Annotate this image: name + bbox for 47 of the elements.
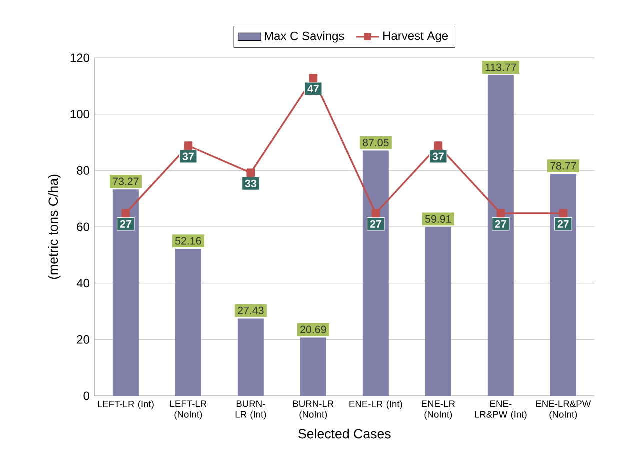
point: [309, 74, 318, 82]
y-tick-label: 0: [84, 392, 90, 400]
x-tick-label: ENE-LR (Int): [350, 400, 402, 410]
point: [122, 209, 130, 218]
x-tick-label: ENE-LR&PW (Int): [475, 400, 527, 420]
bar: [488, 76, 514, 396]
x-tick-label: ENE-LR (NoInt): [422, 400, 456, 420]
x-tick-label: LEFT-LR (Int): [98, 400, 154, 410]
data-label: 37: [432, 152, 444, 160]
x-tick-label: LEFT-LR (NoInt): [170, 400, 207, 420]
data-label: 73.27: [113, 178, 139, 186]
y-tick-label: 20: [77, 335, 90, 344]
bar: [175, 249, 202, 396]
data-label: 27: [370, 220, 382, 228]
data-label: 27: [558, 220, 569, 228]
data-label: 52.16: [175, 237, 202, 245]
data-label: 47: [308, 85, 319, 93]
y-tick-label: 120: [70, 54, 90, 62]
data-label: 27: [120, 220, 132, 228]
x-tick-label: BURN-LR (NoInt): [293, 400, 334, 420]
data-label: 59.91: [425, 215, 452, 223]
point: [559, 209, 568, 218]
legend-label: Harvest Age: [384, 32, 448, 43]
data-label: 27.43: [238, 306, 264, 314]
y-tick-label: 40: [76, 279, 90, 288]
data-label: 113.77: [486, 64, 516, 72]
data-label: 78.77: [550, 162, 576, 170]
x-tick-label: BURN-LR (Int): [236, 400, 266, 420]
data-label: 33: [245, 180, 256, 188]
y-tick-label: 100: [70, 110, 90, 119]
data-label: 27: [495, 220, 506, 228]
x-tick-label: ENE-LR&PW (NoInt): [536, 400, 592, 420]
point: [434, 142, 443, 150]
point: [496, 209, 506, 218]
bar: [550, 174, 576, 396]
point: [246, 168, 256, 178]
y-tick-label: 60: [77, 222, 90, 232]
legend-label: Max C Savings: [265, 32, 344, 43]
data-label: 87.05: [363, 138, 389, 147]
y-tick-label: 80: [77, 166, 90, 175]
y-axis-title: (metric tons C/ha): [48, 174, 61, 280]
bar: [112, 190, 139, 396]
x-axis-title: Selected Cases: [298, 428, 391, 439]
point: [372, 209, 380, 218]
data-label: 20.69: [300, 326, 326, 334]
point: [184, 142, 193, 150]
data-label: 37: [182, 152, 194, 160]
